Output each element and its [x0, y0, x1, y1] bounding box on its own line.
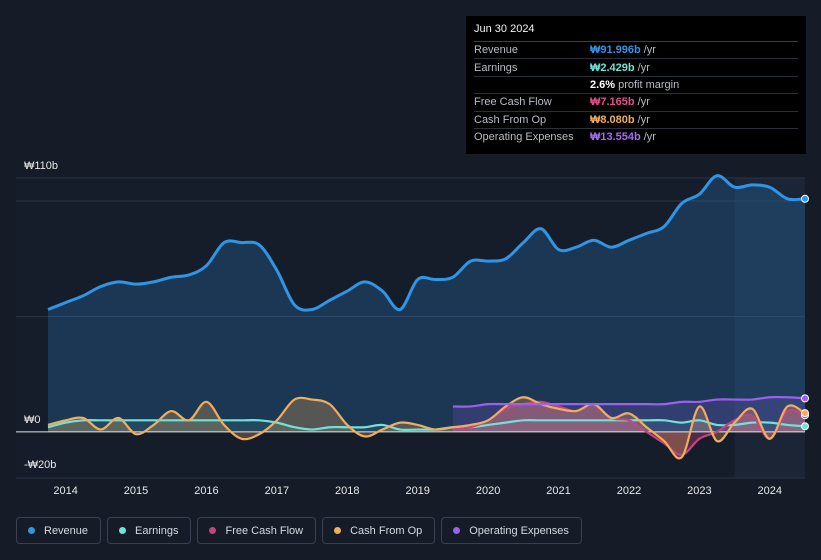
series-line-revenue: [47, 174, 806, 312]
series-line-free-cash-flow: [452, 400, 806, 457]
tooltip-row-unit: /yr: [637, 113, 650, 126]
series-area-revenue: [48, 175, 805, 432]
y-tick-label-bottom: -₩20b: [24, 459, 57, 471]
series-line-operating-expenses: [452, 395, 806, 408]
tooltip-row: Operating Expenses ₩13.554b/yr: [474, 129, 798, 145]
data-tooltip: Jun 30 2024 Revenue ₩91.996b/yr Earnings ₩2…: [466, 16, 806, 154]
legend-item-revenue[interactable]: Revenue: [16, 517, 102, 544]
legend-label: Free Cash Flow: [225, 524, 304, 537]
x-tick-label: 2021: [546, 485, 571, 497]
series-line-earnings: [47, 419, 806, 431]
x-tick-label: 2014: [53, 485, 78, 497]
series-end-point-cash-from-op: [801, 409, 809, 418]
tooltip-row-label: Cash From Op: [474, 113, 547, 126]
legend-label: Cash From Op: [350, 524, 423, 537]
x-tick-label: 2020: [475, 485, 501, 497]
tooltip-row-unit: /yr: [643, 44, 656, 57]
tooltip-row-value: ₩8.080b: [590, 113, 635, 126]
tooltip-row-value: 2.6%: [590, 78, 616, 91]
legend-dot-icon: [209, 527, 217, 534]
tooltip-row: Revenue ₩91.996b/yr: [474, 42, 798, 60]
tooltip-row: 2.6% profit margin: [474, 77, 798, 95]
plot-background: [16, 178, 805, 478]
tooltip-row-unit: /yr: [637, 61, 650, 74]
tooltip-row-unit: /yr: [643, 131, 656, 144]
tooltip-row-label: Earnings: [474, 61, 518, 74]
legend: Revenue Earnings Free Cash Flow Cash From O…: [16, 517, 582, 544]
legend-item-earnings[interactable]: Earnings: [107, 517, 192, 544]
x-tick-label: 2023: [687, 485, 712, 497]
legend-item-free-cash-flow[interactable]: Free Cash Flow: [197, 517, 317, 544]
tooltip-row-label: Revenue: [474, 44, 519, 57]
tooltip-date: Jun 30 2024: [474, 23, 798, 42]
tooltip-row-label: Free Cash Flow: [474, 96, 552, 109]
y-tick-label-top: ₩110b: [24, 160, 59, 172]
tooltip-row: Cash From Op ₩8.080b/yr: [474, 112, 798, 129]
x-tick-label: 2019: [405, 485, 430, 497]
legend-item-operating-expenses[interactable]: Operating Expenses: [441, 517, 582, 544]
series-area-free-cash-flow: [452, 401, 805, 455]
series-end-point-operating-expenses: [801, 394, 809, 403]
series-line-cash-from-op: [47, 396, 806, 460]
tooltip-row-label: Operating Expenses: [474, 131, 574, 144]
legend-item-cash-from-op[interactable]: Cash From Op: [322, 517, 436, 544]
legend-dot-icon: [28, 527, 35, 534]
legend-label: Revenue: [44, 524, 89, 537]
legend-label: Operating Expenses: [469, 524, 569, 537]
x-tick-label: 2016: [194, 485, 219, 497]
tooltip-row-value: ₩7.165b: [590, 96, 635, 109]
legend-dot-icon: [453, 527, 461, 534]
x-tick-label: 2015: [123, 485, 149, 497]
legend-dot-icon: [119, 527, 127, 534]
tooltip-row-value: ₩91.996b: [590, 44, 641, 57]
x-tick-label: 2018: [335, 485, 360, 497]
tooltip-row-unit: /yr: [637, 96, 650, 109]
tooltip-row-value: ₩2.429b: [590, 61, 635, 74]
x-tick-label: 2017: [264, 485, 290, 497]
y-tick-label-zero: ₩0: [24, 414, 41, 426]
series-area-earnings: [48, 420, 805, 432]
tooltip-row: Free Cash Flow ₩7.165b/yr: [474, 94, 798, 112]
tooltip-row: Earnings ₩2.429b/yr: [474, 59, 798, 77]
tooltip-row-value: ₩13.554b: [590, 131, 641, 144]
forecast-highlight-region: [734, 178, 805, 478]
tooltip-row-unit: profit margin: [618, 78, 680, 91]
legend-label: Earnings: [135, 524, 179, 537]
x-tick-label: 2024: [757, 485, 783, 497]
series-end-point-earnings: [801, 422, 809, 431]
x-tick-label: 2022: [616, 485, 642, 497]
series-end-point-revenue: [801, 194, 809, 203]
legend-dot-icon: [334, 527, 342, 534]
